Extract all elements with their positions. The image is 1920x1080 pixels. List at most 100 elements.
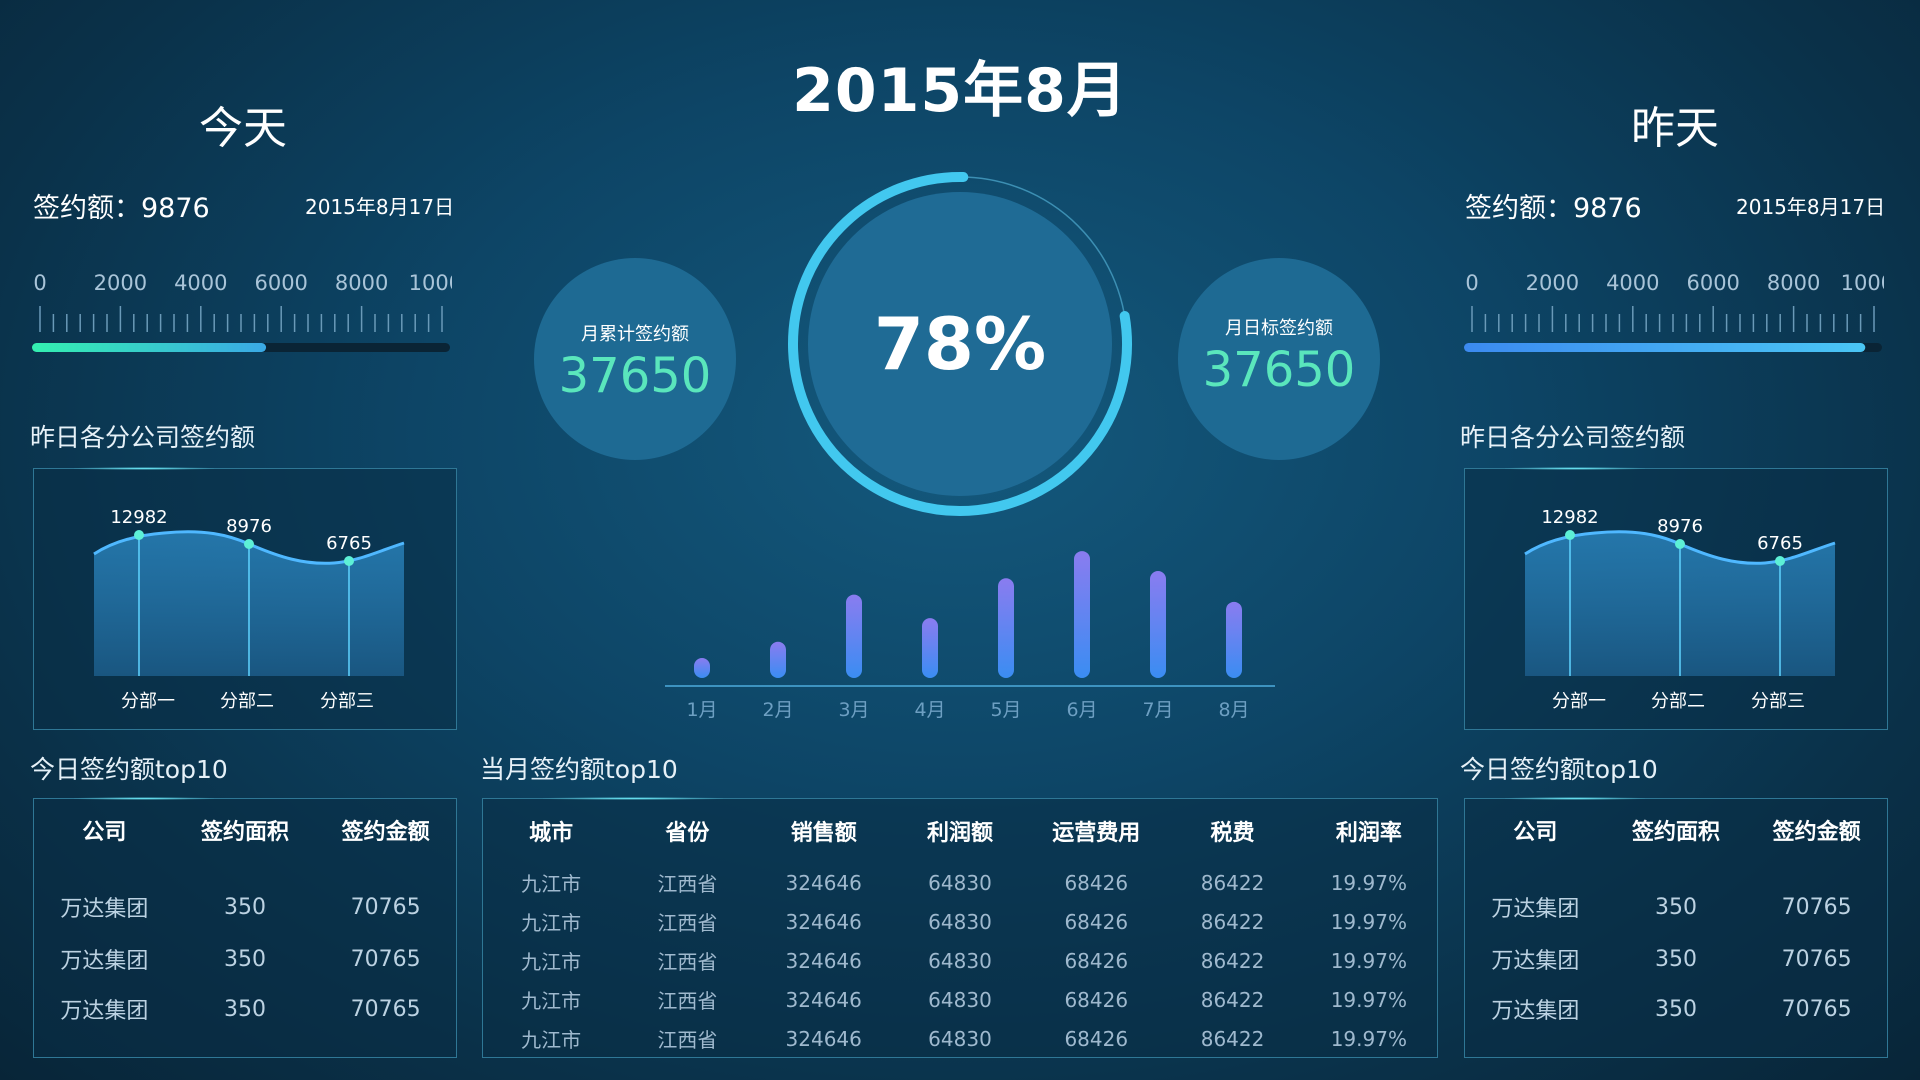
branch-value-label: 6765 xyxy=(1757,533,1803,554)
today-scale: 0 2000 4000 6000 8000 10000 xyxy=(32,271,452,352)
yesterday-branch-panel: 12982 分部一 8976 分部二 6765 分部三 xyxy=(1464,467,1888,730)
yesterday-branch-chart: 12982 分部一 8976 分部二 6765 分部三 xyxy=(1524,507,1836,712)
scale-progress-fill xyxy=(32,343,267,352)
col-area: 签约面积 xyxy=(200,820,289,845)
bar-6 xyxy=(1074,551,1090,678)
col-company: 公司 xyxy=(82,820,127,845)
scale-tick-label: 4000 xyxy=(174,271,227,295)
branch-category-label: 分部一 xyxy=(1552,691,1606,712)
bar-3 xyxy=(846,594,862,678)
col-area: 签约面积 xyxy=(1631,820,1720,845)
bar-category-label: 3月 xyxy=(838,699,869,721)
table-row: 万达集团 350 70765 xyxy=(60,946,421,975)
monthly-target-circle: 月日标签约额 37650 xyxy=(1178,258,1380,460)
col-amount: 签约金额 xyxy=(1772,820,1861,845)
ring-inner-disc xyxy=(808,192,1112,496)
table-row: 九江市 江西省 324646 64830 68426 86422 19.97% xyxy=(521,948,1407,975)
panel-glow xyxy=(1505,467,1645,470)
branch-point xyxy=(344,556,354,566)
bar-2 xyxy=(770,641,786,678)
table-header-row: 公司 签约面积 签约金额 xyxy=(1465,799,1887,861)
table-header-row: 公司 签约面积 签约金额 xyxy=(34,799,456,861)
col-city: 城市 xyxy=(529,821,574,846)
branch-category-label: 分部三 xyxy=(320,691,374,712)
col-amount: 签约金额 xyxy=(341,820,430,845)
table-row: 万达集团 350 70765 xyxy=(60,996,421,1025)
branch-value-label: 12982 xyxy=(1541,507,1598,528)
monthly-cumulative-label: 月累计签约额 xyxy=(581,324,689,345)
table-row: 万达集团 350 70765 xyxy=(1491,894,1852,923)
today-sign-amount: 签约额：9876 xyxy=(33,193,210,224)
col-profit: 利润额 xyxy=(926,821,993,846)
yesterday-top10-table: 公司 签约面积 签约金额 万达集团 350 70765 万达集团 350 707… xyxy=(1465,799,1887,1033)
scale-progress-fill xyxy=(1464,343,1866,352)
ring-progress-arc xyxy=(788,172,1132,516)
today-branch-title: 昨日各分公司签约额 xyxy=(30,423,256,452)
branch-category-label: 分部二 xyxy=(1651,691,1705,712)
branch-point xyxy=(1565,530,1575,540)
bar-category-label: 6月 xyxy=(1066,699,1097,721)
branch-category-label: 分部二 xyxy=(220,691,274,712)
progress-ring: 78% xyxy=(788,172,1132,516)
bar-category-label: 1月 xyxy=(686,699,717,721)
branch-value-label: 8976 xyxy=(1657,516,1703,537)
col-sales: 销售额 xyxy=(790,821,857,846)
yesterday-title: 昨天 xyxy=(1631,103,1719,154)
scale-tick-label: 8000 xyxy=(335,271,388,295)
bar-category-label: 7月 xyxy=(1142,699,1173,721)
branch-point xyxy=(1775,556,1785,566)
scale-tick-label: 6000 xyxy=(1686,271,1739,295)
branch-point xyxy=(134,530,144,540)
branch-category-label: 分部一 xyxy=(121,691,175,712)
yesterday-top10-title: 今日签约额top10 xyxy=(1460,755,1658,784)
scale-tick-label: 8000 xyxy=(1767,271,1820,295)
month-top10-title: 当月签约额top10 xyxy=(480,755,678,784)
ring-percent-text: 78% xyxy=(874,302,1046,386)
table-row: 万达集团 350 70765 xyxy=(1491,996,1852,1025)
panel-glow xyxy=(74,797,214,800)
scale-tick-label: 6000 xyxy=(254,271,307,295)
yesterday-sign-amount: 签约额：9876 xyxy=(1465,193,1642,224)
branch-category-label: 分部三 xyxy=(1751,691,1805,712)
scale-tick-label: 0 xyxy=(1465,271,1478,295)
today-top10-title: 今日签约额top10 xyxy=(30,755,228,784)
panel-glow xyxy=(74,467,214,470)
bar-8 xyxy=(1226,601,1242,678)
monthly-cumulative-value: 37650 xyxy=(558,348,712,404)
bar-1 xyxy=(694,658,710,678)
bar-category-label: 4月 xyxy=(914,699,945,721)
yesterday-top10-panel: 公司 签约面积 签约金额 万达集团 350 70765 万达集团 350 707… xyxy=(1464,797,1888,1058)
branch-point xyxy=(1675,539,1685,549)
scale-tick-label: 10000 xyxy=(409,271,452,295)
col-province: 省份 xyxy=(665,821,710,846)
today-top10-panel: 公司 签约面积 签约金额 万达集团 350 70765 万达集团 350 707… xyxy=(33,797,457,1058)
branch-value-label: 12982 xyxy=(110,507,167,528)
today-title: 今天 xyxy=(199,103,287,154)
monthly-target-label: 月日标签约额 xyxy=(1225,318,1333,339)
monthly-cumulative-circle: 月累计签约额 37650 xyxy=(534,258,736,460)
scale-tick-label: 2000 xyxy=(94,271,147,295)
branch-value-label: 8976 xyxy=(226,516,272,537)
branch-point xyxy=(244,539,254,549)
page-title: 2015年8月 xyxy=(792,56,1128,126)
monthly-bar-chart: 1月 2月 3月 4月 5月 6月 7月 8月 xyxy=(665,551,1275,721)
col-margin: 利润率 xyxy=(1335,821,1402,846)
bar-7 xyxy=(1150,571,1166,678)
col-opex: 运营费用 xyxy=(1052,821,1141,846)
today-top10-table: 公司 签约面积 签约金额 万达集团 350 70765 万达集团 350 707… xyxy=(34,799,456,1033)
panel-glow xyxy=(1505,797,1645,800)
today-date: 2015年8月17日 xyxy=(305,195,455,219)
col-tax: 税费 xyxy=(1210,821,1255,846)
table-row: 万达集团 350 70765 xyxy=(60,894,421,923)
table-row: 九江市 江西省 324646 64830 68426 86422 19.97% xyxy=(521,870,1407,897)
table-row: 九江市 江西省 324646 64830 68426 86422 19.97% xyxy=(521,909,1407,936)
scale-tick-label: 2000 xyxy=(1526,271,1579,295)
yesterday-scale: 0 2000 4000 6000 8000 10000 xyxy=(1464,271,1884,352)
table-row: 万达集团 350 70765 xyxy=(1491,946,1852,975)
yesterday-date: 2015年8月17日 xyxy=(1736,195,1886,219)
scale-tick-label: 4000 xyxy=(1606,271,1659,295)
month-top10-table: 城市 省份 销售额 利润额 运营费用 税费 利润率 九江市 江西省 324646 64… xyxy=(483,799,1437,1058)
monthly-target-value: 37650 xyxy=(1202,342,1356,398)
bar-4 xyxy=(922,618,938,678)
scale-tick-label: 10000 xyxy=(1841,271,1884,295)
